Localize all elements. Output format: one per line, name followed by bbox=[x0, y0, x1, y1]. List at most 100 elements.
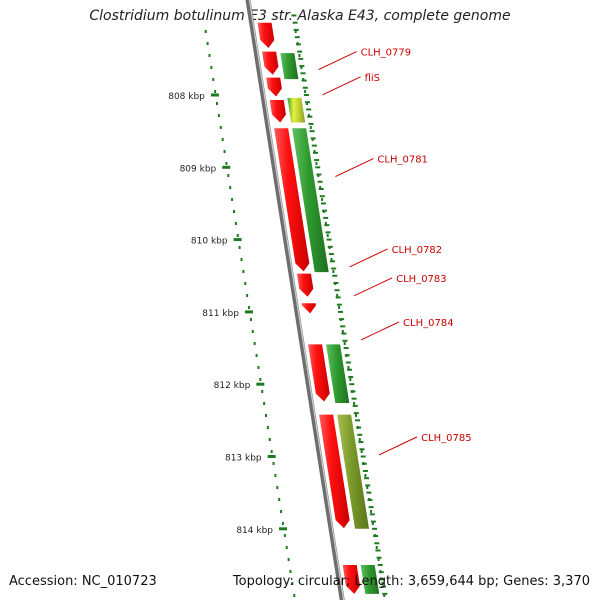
feature-13-cds bbox=[337, 414, 370, 529]
scale-dot bbox=[246, 294, 249, 297]
minor-tick bbox=[365, 484, 371, 487]
label-leader bbox=[349, 248, 388, 268]
minor-tick bbox=[378, 571, 384, 574]
guide-dot bbox=[343, 342, 346, 345]
guide-dot bbox=[349, 378, 352, 381]
gene-label: CLH_0781 bbox=[377, 155, 428, 166]
guide-dot bbox=[383, 594, 386, 597]
minor-tick bbox=[308, 122, 314, 125]
minor-tick bbox=[339, 318, 345, 321]
guide-dot bbox=[341, 330, 344, 333]
clh-0783-gene bbox=[301, 303, 316, 314]
minor-tick bbox=[347, 368, 353, 371]
minor-tick bbox=[381, 585, 387, 588]
scale-dot bbox=[281, 522, 284, 525]
minor-tick bbox=[303, 94, 309, 96]
minor-tick bbox=[362, 469, 368, 472]
minor-tick bbox=[375, 549, 381, 552]
minor-tick bbox=[340, 325, 346, 328]
gene-label: CLH_0785 bbox=[421, 433, 472, 444]
guide-dot bbox=[302, 78, 305, 81]
minor-tick bbox=[343, 347, 349, 350]
minor-tick bbox=[356, 426, 362, 429]
guide-dot bbox=[321, 198, 324, 201]
major-tick bbox=[267, 455, 276, 458]
major-tick bbox=[244, 310, 253, 314]
feature-0-gene bbox=[257, 22, 275, 49]
guide-dot bbox=[375, 546, 378, 549]
minor-tick bbox=[293, 28, 299, 31]
minor-tick bbox=[335, 296, 341, 299]
guide-dot bbox=[319, 186, 322, 189]
scale-dot bbox=[259, 378, 262, 381]
guide-dot bbox=[306, 102, 309, 105]
minor-tick bbox=[373, 535, 379, 538]
scale-dot bbox=[219, 126, 222, 129]
map-title: Clostridium botulinum E3 str. Alaska E43… bbox=[89, 8, 511, 24]
minor-tick bbox=[364, 477, 370, 480]
gene-label: CLH_0783 bbox=[396, 274, 447, 285]
scale-dot bbox=[270, 450, 273, 453]
guide-dot bbox=[332, 270, 335, 273]
guide-dot bbox=[347, 366, 350, 369]
clh-0782-gene bbox=[296, 273, 314, 297]
minor-tick bbox=[322, 209, 328, 212]
scale-dot bbox=[291, 582, 294, 585]
clh-0779-gene bbox=[262, 51, 279, 75]
minor-tick bbox=[353, 412, 359, 415]
scale-dot bbox=[264, 414, 267, 417]
minor-tick bbox=[348, 375, 354, 378]
minor-tick bbox=[316, 173, 322, 176]
minor-tick bbox=[379, 578, 385, 581]
minor-tick bbox=[360, 455, 366, 458]
major-tick bbox=[222, 165, 231, 169]
scale-dot bbox=[251, 330, 254, 333]
minor-tick bbox=[367, 498, 373, 501]
guide-dot bbox=[366, 486, 369, 489]
label-leader bbox=[353, 277, 393, 297]
label-leader bbox=[378, 436, 418, 456]
scale-dot bbox=[227, 174, 230, 177]
scale-dot bbox=[268, 438, 271, 441]
scale-dot bbox=[285, 546, 288, 549]
scale-dot bbox=[214, 90, 217, 93]
minor-tick bbox=[382, 592, 388, 595]
minor-tick bbox=[349, 383, 355, 386]
scale-dot bbox=[234, 222, 237, 225]
guide-dot bbox=[354, 414, 357, 417]
gene-labels: CLH_0779 fliS CLH_0781 CLH_0782 CLH_0783 CLH_… bbox=[318, 48, 472, 456]
minor-tick bbox=[311, 144, 317, 147]
scale-dot bbox=[232, 210, 235, 213]
feature-2-cds bbox=[280, 53, 299, 80]
minor-tick bbox=[331, 267, 337, 270]
minor-tick bbox=[372, 527, 378, 530]
clh-0784-gene bbox=[308, 344, 330, 402]
guide-dot bbox=[336, 294, 339, 297]
scale-dot bbox=[236, 234, 239, 237]
minor-tick bbox=[307, 115, 313, 118]
minor-tick bbox=[297, 50, 303, 53]
genome-stats-text: Topology: circular; Length: 3,659,644 bp… bbox=[232, 574, 590, 589]
minor-tick bbox=[351, 397, 357, 400]
minor-tick bbox=[325, 231, 331, 234]
guide-dot bbox=[326, 234, 329, 237]
label-leader bbox=[335, 158, 374, 177]
backbone bbox=[245, 0, 345, 600]
minor-tick bbox=[341, 332, 347, 335]
minor-tick bbox=[310, 137, 316, 140]
minor-tick bbox=[327, 245, 333, 248]
label-leader bbox=[318, 51, 357, 70]
backbone-highlight bbox=[248, 0, 345, 600]
minor-tick bbox=[300, 72, 306, 75]
minor-tick bbox=[326, 238, 332, 241]
scale-dot bbox=[272, 462, 275, 465]
minor-tick bbox=[323, 216, 329, 219]
scale-dot bbox=[225, 162, 228, 165]
minor-tick bbox=[337, 310, 343, 313]
minor-tick bbox=[369, 513, 375, 516]
scale-dot bbox=[216, 102, 219, 105]
gene-label: CLH_0782 bbox=[392, 245, 443, 256]
major-tick bbox=[279, 527, 288, 531]
guide-dot bbox=[298, 54, 301, 57]
